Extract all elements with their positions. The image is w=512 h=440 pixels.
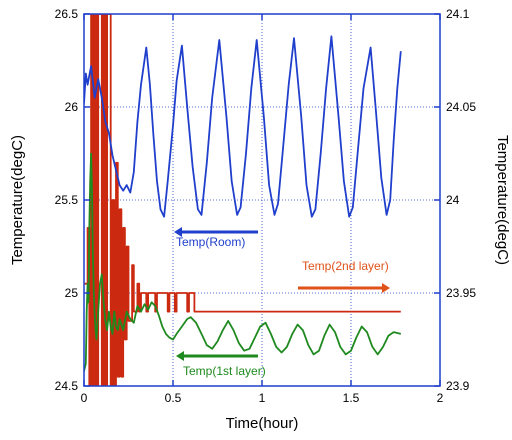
arrow-2nd-layer-head — [382, 283, 390, 293]
series-layer — [84, 14, 402, 386]
annotations: Temp(Room) Temp(2nd layer) Temp(1st laye… — [174, 227, 390, 378]
y-right-tick-label: 24 — [446, 193, 460, 207]
annotation-2nd-layer: Temp(2nd layer) — [302, 259, 389, 273]
x-axis-label: Time(hour) — [226, 415, 299, 432]
x-tick-label: 1.5 — [343, 391, 360, 405]
series-2nd-layer-line — [84, 14, 401, 386]
series-room-line — [84, 35, 402, 218]
x-tick-label: 1 — [259, 391, 266, 405]
arrow-room-head — [174, 227, 182, 237]
series-1st-layer-line — [84, 152, 402, 372]
y-right-tick-label: 24.1 — [446, 7, 470, 21]
x-tick-label: 2 — [437, 391, 444, 405]
y-left-tick-label: 24.5 — [55, 379, 79, 393]
grid — [84, 14, 440, 386]
y-left-tick-label: 26.5 — [55, 7, 79, 21]
annotation-1st-layer: Temp(1st layer) — [183, 364, 266, 378]
y-left-tick-label: 25.5 — [55, 193, 79, 207]
y-axis-left-label: Temperature(degC) — [9, 135, 26, 265]
y-right-tick-label: 23.95 — [446, 286, 476, 300]
y-axis-right-label: Temperature(degC) — [494, 135, 511, 265]
x-tick-label: 0.5 — [165, 391, 182, 405]
y-left-tick-label: 26 — [65, 100, 79, 114]
y-right-tick-label: 24.05 — [446, 100, 476, 114]
x-tick-label: 0 — [81, 391, 88, 405]
arrow-1st-layer-head — [176, 351, 184, 361]
annotation-room: Temp(Room) — [176, 235, 245, 249]
ticks: 0 0.5 1 1.5 2 24.5 25 25.5 26 26.5 23.9 23.95 24 24.0… — [55, 7, 477, 405]
y-right-tick-label: 23.9 — [446, 379, 470, 393]
y-left-tick-label: 25 — [65, 286, 79, 300]
